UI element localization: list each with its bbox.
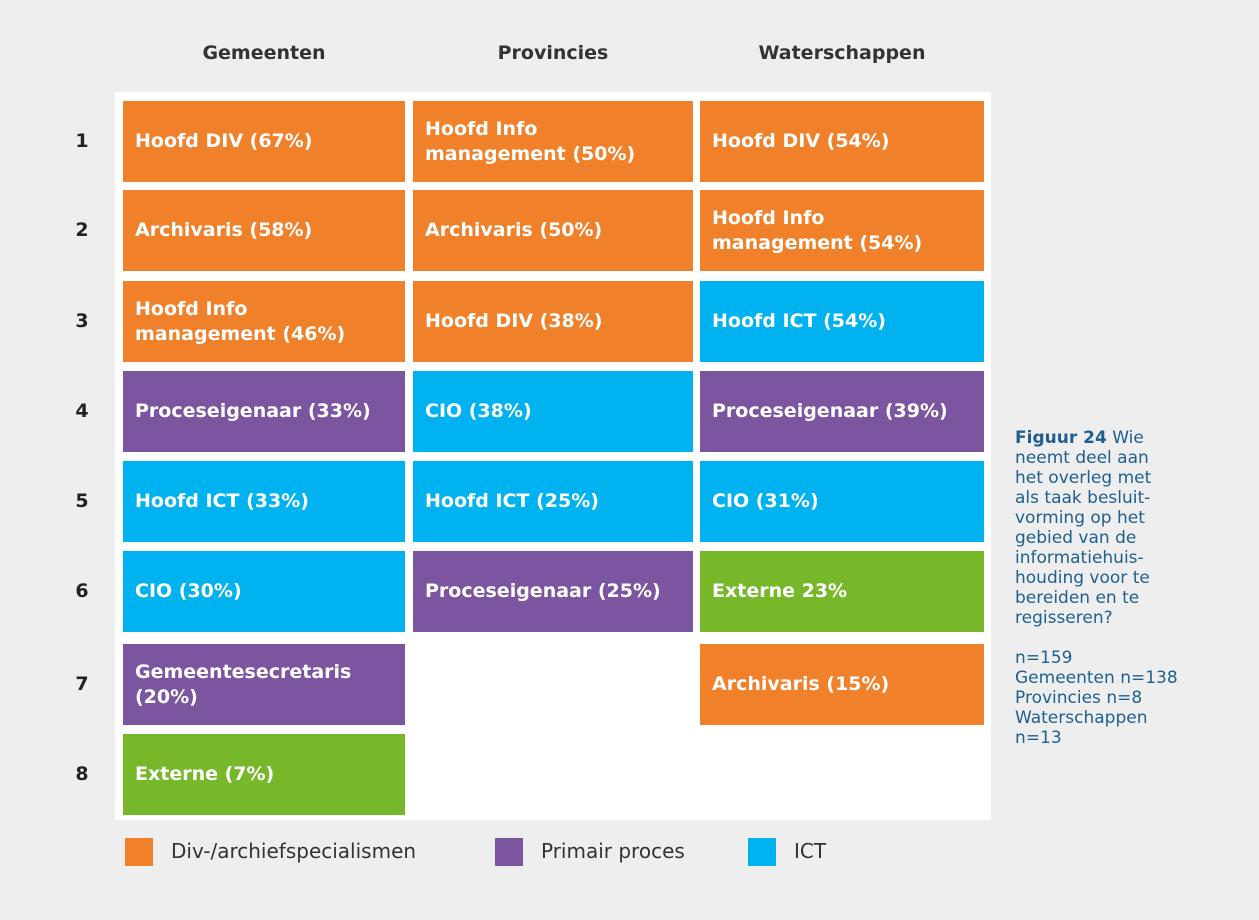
cell-text: Hoofd ICT (54%) bbox=[712, 310, 886, 332]
cell-text: Archivaris (15%) bbox=[712, 673, 890, 695]
legend-label: Primair proces bbox=[541, 839, 685, 863]
caption-stat: Provincies n=8 bbox=[1015, 688, 1143, 708]
cell: Hoofd DIV (54%) bbox=[700, 101, 984, 182]
caption-stat: Gemeenten n=138 bbox=[1015, 668, 1178, 688]
cell: Gemeentesecretaris (20%) bbox=[123, 644, 405, 725]
cell: CIO (38%) bbox=[413, 371, 693, 452]
cell: Hoofd Info management (50%) bbox=[413, 101, 693, 182]
cell: Proceseigenaar (25%) bbox=[413, 551, 693, 632]
caption-text: regisseren? bbox=[1015, 608, 1113, 628]
caption-stat: n=159 bbox=[1015, 648, 1073, 668]
caption-text: informatiehuis- bbox=[1015, 548, 1144, 568]
cell: CIO (30%) bbox=[123, 551, 405, 632]
caption-line: gebied van de bbox=[1015, 528, 1255, 548]
cell: Externe (7%) bbox=[123, 734, 405, 815]
cell-text: Hoofd DIV (38%) bbox=[425, 310, 603, 332]
caption-line: als taak besluit- bbox=[1015, 488, 1255, 508]
cell-text: management (46%) bbox=[135, 322, 346, 345]
row-label: 6 bbox=[75, 579, 89, 602]
cell: Hoofd ICT (25%) bbox=[413, 461, 693, 542]
cell-text: Archivaris (50%) bbox=[425, 219, 603, 241]
cell: Hoofd ICT (54%) bbox=[700, 281, 984, 362]
legend-label: ICT bbox=[794, 839, 827, 863]
caption-text: neemt deel aan bbox=[1015, 448, 1149, 468]
cell-text: management (54%) bbox=[712, 231, 923, 254]
row-label: 7 bbox=[75, 672, 89, 695]
caption-label: Figuur 24 bbox=[1015, 428, 1107, 448]
cell-text: Hoofd DIV (54%) bbox=[712, 130, 890, 152]
cell-text: management (50%) bbox=[425, 142, 636, 165]
column-header: Provincies bbox=[497, 42, 609, 64]
caption-line: bereiden en te bbox=[1015, 588, 1255, 608]
cell-text: CIO (31%) bbox=[712, 490, 819, 512]
caption-line: neemt deel aan bbox=[1015, 448, 1255, 468]
caption-text: bereiden en te bbox=[1015, 588, 1140, 608]
spacer bbox=[1015, 628, 1255, 648]
cell-text: Proceseigenaar (33%) bbox=[135, 400, 371, 422]
cell-text: Externe 23% bbox=[712, 580, 848, 602]
caption-line: regisseren? bbox=[1015, 608, 1255, 628]
cell: Hoofd Info management (54%) bbox=[700, 190, 984, 271]
column-header: Waterschappen bbox=[758, 42, 926, 64]
cell-text: Gemeentesecretaris bbox=[135, 660, 352, 683]
cell: Externe 23% bbox=[700, 551, 984, 632]
cell-text: Hoofd Info bbox=[135, 297, 248, 320]
row-label: 2 bbox=[75, 218, 89, 241]
row-label: 3 bbox=[75, 309, 89, 332]
row-label: 5 bbox=[75, 489, 89, 512]
legend-swatch bbox=[495, 838, 523, 866]
row-label: 1 bbox=[75, 129, 89, 152]
cell-text: Hoofd ICT (33%) bbox=[135, 490, 309, 512]
cell: Archivaris (58%) bbox=[123, 190, 405, 271]
caption-line: informatiehuis- bbox=[1015, 548, 1255, 568]
cell: Hoofd Info management (46%) bbox=[123, 281, 405, 362]
legend-swatch bbox=[125, 838, 153, 866]
row-label: 4 bbox=[75, 399, 89, 422]
cell-text: CIO (38%) bbox=[425, 400, 532, 422]
caption-text: als taak besluit- bbox=[1015, 488, 1151, 508]
cell-text: Proceseigenaar (39%) bbox=[712, 400, 948, 422]
column-header: Gemeenten bbox=[202, 42, 326, 64]
caption-line: vorming op het bbox=[1015, 508, 1255, 528]
cell-text: Archivaris (58%) bbox=[135, 219, 313, 241]
cell: Archivaris (50%) bbox=[413, 190, 693, 271]
cell: Proceseigenaar (39%) bbox=[700, 371, 984, 452]
caption-line: Figuur 24 Wie bbox=[1015, 428, 1255, 448]
cell-text: Externe (7%) bbox=[135, 763, 275, 785]
cell: Hoofd ICT (33%) bbox=[123, 461, 405, 542]
cell: Hoofd DIV (67%) bbox=[123, 101, 405, 182]
cell-text: Hoofd DIV (67%) bbox=[135, 130, 313, 152]
caption-stat: Waterschappen bbox=[1015, 708, 1148, 728]
cell: Archivaris (15%) bbox=[700, 644, 984, 725]
cell-text: Hoofd Info bbox=[712, 206, 825, 229]
cell: CIO (31%) bbox=[700, 461, 984, 542]
cell-text: (20%) bbox=[135, 685, 198, 708]
caption-text: vorming op het bbox=[1015, 508, 1145, 528]
caption: Figuur 24 Wie neemt deel aan het overleg m… bbox=[1015, 428, 1255, 748]
caption-line: het overleg met bbox=[1015, 468, 1255, 488]
cell: Proceseigenaar (33%) bbox=[123, 371, 405, 452]
caption-line: houding voor te bbox=[1015, 568, 1255, 588]
cell-text: CIO (30%) bbox=[135, 580, 242, 602]
cell-text: Hoofd ICT (25%) bbox=[425, 490, 599, 512]
row-label: 8 bbox=[75, 762, 89, 785]
cell-text: Hoofd Info bbox=[425, 117, 538, 140]
caption-text: gebied van de bbox=[1015, 528, 1137, 548]
legend-swatch bbox=[748, 838, 776, 866]
cell: Hoofd DIV (38%) bbox=[413, 281, 693, 362]
cell-text: Proceseigenaar (25%) bbox=[425, 580, 661, 602]
caption-text: het overleg met bbox=[1015, 468, 1152, 488]
caption-stat: n=13 bbox=[1015, 728, 1062, 748]
caption-text: houding voor te bbox=[1015, 568, 1150, 588]
caption-text: Wie bbox=[1112, 428, 1144, 448]
legend-label: Div-/archiefspecialismen bbox=[171, 839, 417, 863]
